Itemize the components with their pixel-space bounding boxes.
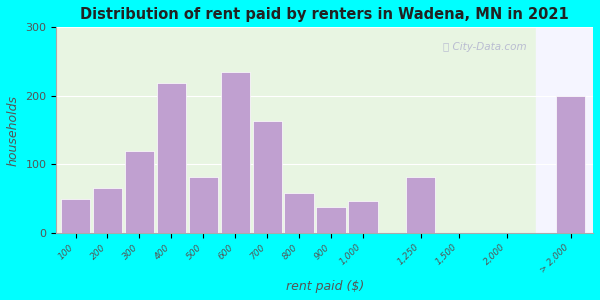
Bar (556, 96, 586, 233)
Bar (349, 201, 378, 233)
Bar (61, 199, 90, 233)
Bar (125, 151, 154, 233)
Bar (284, 193, 314, 233)
Bar (536, 27, 593, 233)
Bar (188, 177, 218, 233)
Text: ⓘ City-Data.com: ⓘ City-Data.com (443, 42, 526, 52)
Bar (221, 72, 250, 233)
Bar (157, 83, 186, 233)
Bar (316, 207, 346, 233)
Y-axis label: households: households (7, 94, 20, 166)
Bar (253, 121, 282, 233)
X-axis label: rent paid ($): rent paid ($) (286, 280, 364, 293)
Bar (406, 177, 435, 233)
Bar (93, 188, 122, 233)
Title: Distribution of rent paid by renters in Wadena, MN in 2021: Distribution of rent paid by renters in … (80, 7, 569, 22)
